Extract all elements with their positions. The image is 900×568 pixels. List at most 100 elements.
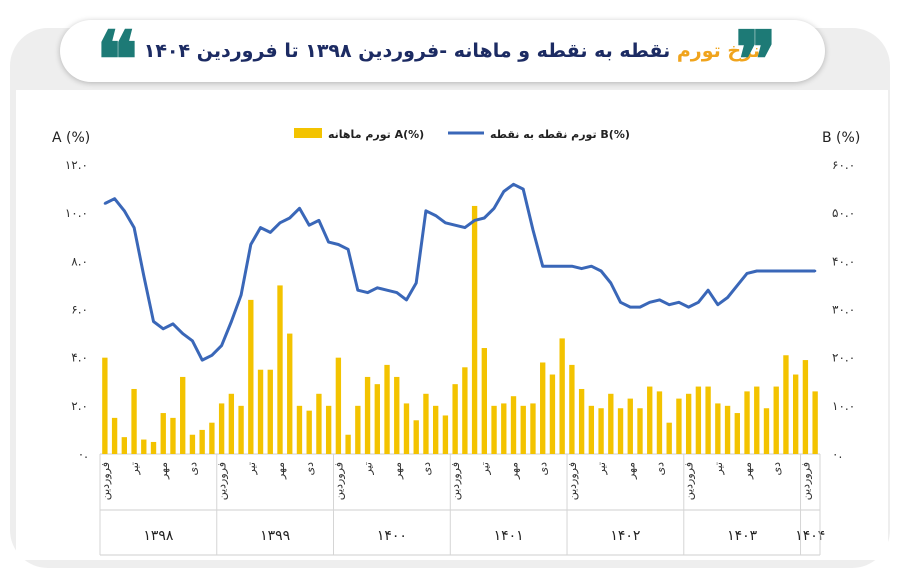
bar-monthly [617, 408, 624, 454]
line-point [706, 289, 710, 292]
line-point [483, 216, 486, 220]
line-point [366, 291, 369, 294]
bar-monthly [111, 417, 118, 454]
bar-monthly [598, 408, 604, 454]
line-point [531, 228, 535, 232]
line-point [716, 303, 720, 306]
bar-monthly [121, 437, 127, 454]
point-to-point-line [103, 182, 817, 362]
line-point [658, 298, 661, 302]
bar-monthly [647, 386, 653, 454]
chart-title: نرخ تورم نقطه به نقطه و ماهانه -فروردین … [144, 20, 760, 82]
month-tick-label: مهر [157, 462, 170, 480]
bar-monthly [277, 285, 283, 454]
bar-monthly [608, 393, 614, 454]
month-tick-label: مهر [391, 462, 404, 480]
line-point [307, 224, 311, 227]
quote-close-icon: ❞ [735, 15, 777, 106]
line-point [726, 296, 729, 299]
line-point [171, 322, 175, 326]
month-tick-label: دی [420, 462, 433, 476]
line-point [376, 286, 379, 290]
title-main: نقطه به نقطه و ماهانه [453, 40, 671, 62]
bar-monthly [802, 360, 809, 454]
bar-monthly [744, 391, 750, 454]
bar-monthly [754, 386, 760, 454]
bar-monthly [403, 403, 410, 454]
bar-monthly [569, 364, 575, 454]
bar-monthly [384, 364, 390, 454]
chart-panel: ۰. ۲.۰ ۴.۰ ۶.۰ ۸.۰ ۱۰.۰ ۱۲.۰ ۰. ۱۰.۰ ۲۰.۰ ۳۰.۰ ۴۰.۰… [16, 90, 888, 560]
month-tick-label: فروردین [216, 462, 229, 500]
month-tick-label: مهر [624, 462, 637, 480]
bar-monthly [812, 391, 818, 454]
bar-monthly [248, 299, 254, 454]
bar-monthly [267, 369, 273, 454]
line-point [512, 183, 515, 186]
line-point [259, 226, 262, 229]
month-tick-label: دی [186, 462, 199, 476]
month-tick-label: فروردین [99, 462, 112, 500]
bar-monthly [287, 333, 293, 454]
bar-monthly [715, 403, 721, 454]
legend: تورم ماهانه A(%) تورم نقطه به نقطه B(%) [294, 128, 630, 141]
bar-monthly [471, 205, 478, 454]
line-point [502, 190, 505, 193]
month-tick-label: دی [653, 462, 666, 476]
bar-monthly [355, 405, 361, 454]
line-point [395, 291, 398, 294]
bar-monthly [374, 384, 380, 454]
bar-monthly [238, 405, 244, 454]
title-highlight: نرخ تورم [676, 40, 760, 62]
x-axis: فروردین تیر مهر دی فروردین تیر مهر دی فروردین تیر… [99, 454, 825, 556]
line-point [123, 209, 126, 212]
year-label: ۱۴۰۴ [795, 528, 825, 544]
left-tick-label: ۴.۰ [71, 351, 88, 365]
month-tick-label: فروردین [449, 462, 462, 500]
line-point [181, 332, 184, 335]
year-label: ۱۴۰۲ [610, 528, 640, 544]
bar-monthly [296, 405, 303, 454]
line-point [278, 221, 282, 224]
line-point [638, 305, 642, 309]
line-point [784, 269, 788, 273]
line-point [522, 187, 525, 191]
line-point [288, 216, 291, 220]
bar-monthly [141, 439, 147, 454]
bar-monthly [530, 403, 536, 454]
bar-monthly [481, 348, 487, 454]
axes: ۰. ۲.۰ ۴.۰ ۶.۰ ۸.۰ ۱۰.۰ ۱۲.۰ ۰. ۱۰.۰ ۲۰.۰ ۳۰.۰ ۴۰.۰… [52, 130, 860, 461]
bar-monthly [676, 398, 682, 454]
line-point [385, 289, 389, 292]
quote-open-icon: ❝ [96, 15, 138, 106]
bar-monthly [228, 393, 235, 454]
bar-monthly [150, 441, 157, 454]
bar-monthly [209, 422, 215, 454]
line-point [736, 284, 739, 287]
right-tick-label: ۶۰.۰ [832, 158, 855, 172]
line-point [453, 224, 457, 227]
month-tick-label: فروردین [799, 462, 812, 500]
bar-monthly [325, 405, 332, 454]
line-point [599, 269, 603, 273]
line-point [590, 264, 593, 268]
line-point [356, 289, 360, 292]
bar-monthly [180, 376, 186, 454]
line-point [220, 344, 223, 347]
line-point [765, 269, 768, 273]
line-point [132, 226, 136, 229]
line-point [667, 303, 671, 306]
legend-label-bars: تورم ماهانه A(%) [328, 128, 424, 141]
line-point [424, 209, 428, 212]
bar-monthly [578, 388, 585, 454]
title-banner: ❝ نرخ تورم نقطه به نقطه و ماهانه -فروردی… [60, 20, 825, 100]
bar-monthly [773, 386, 779, 454]
line-point [298, 207, 301, 210]
left-tick-label: ۱۰.۰ [65, 206, 88, 220]
line-point [551, 264, 554, 268]
line-point [687, 305, 690, 309]
right-tick-label: ۳۰.۰ [832, 303, 855, 317]
bar-monthly [724, 405, 731, 454]
bar-monthly [394, 376, 400, 454]
